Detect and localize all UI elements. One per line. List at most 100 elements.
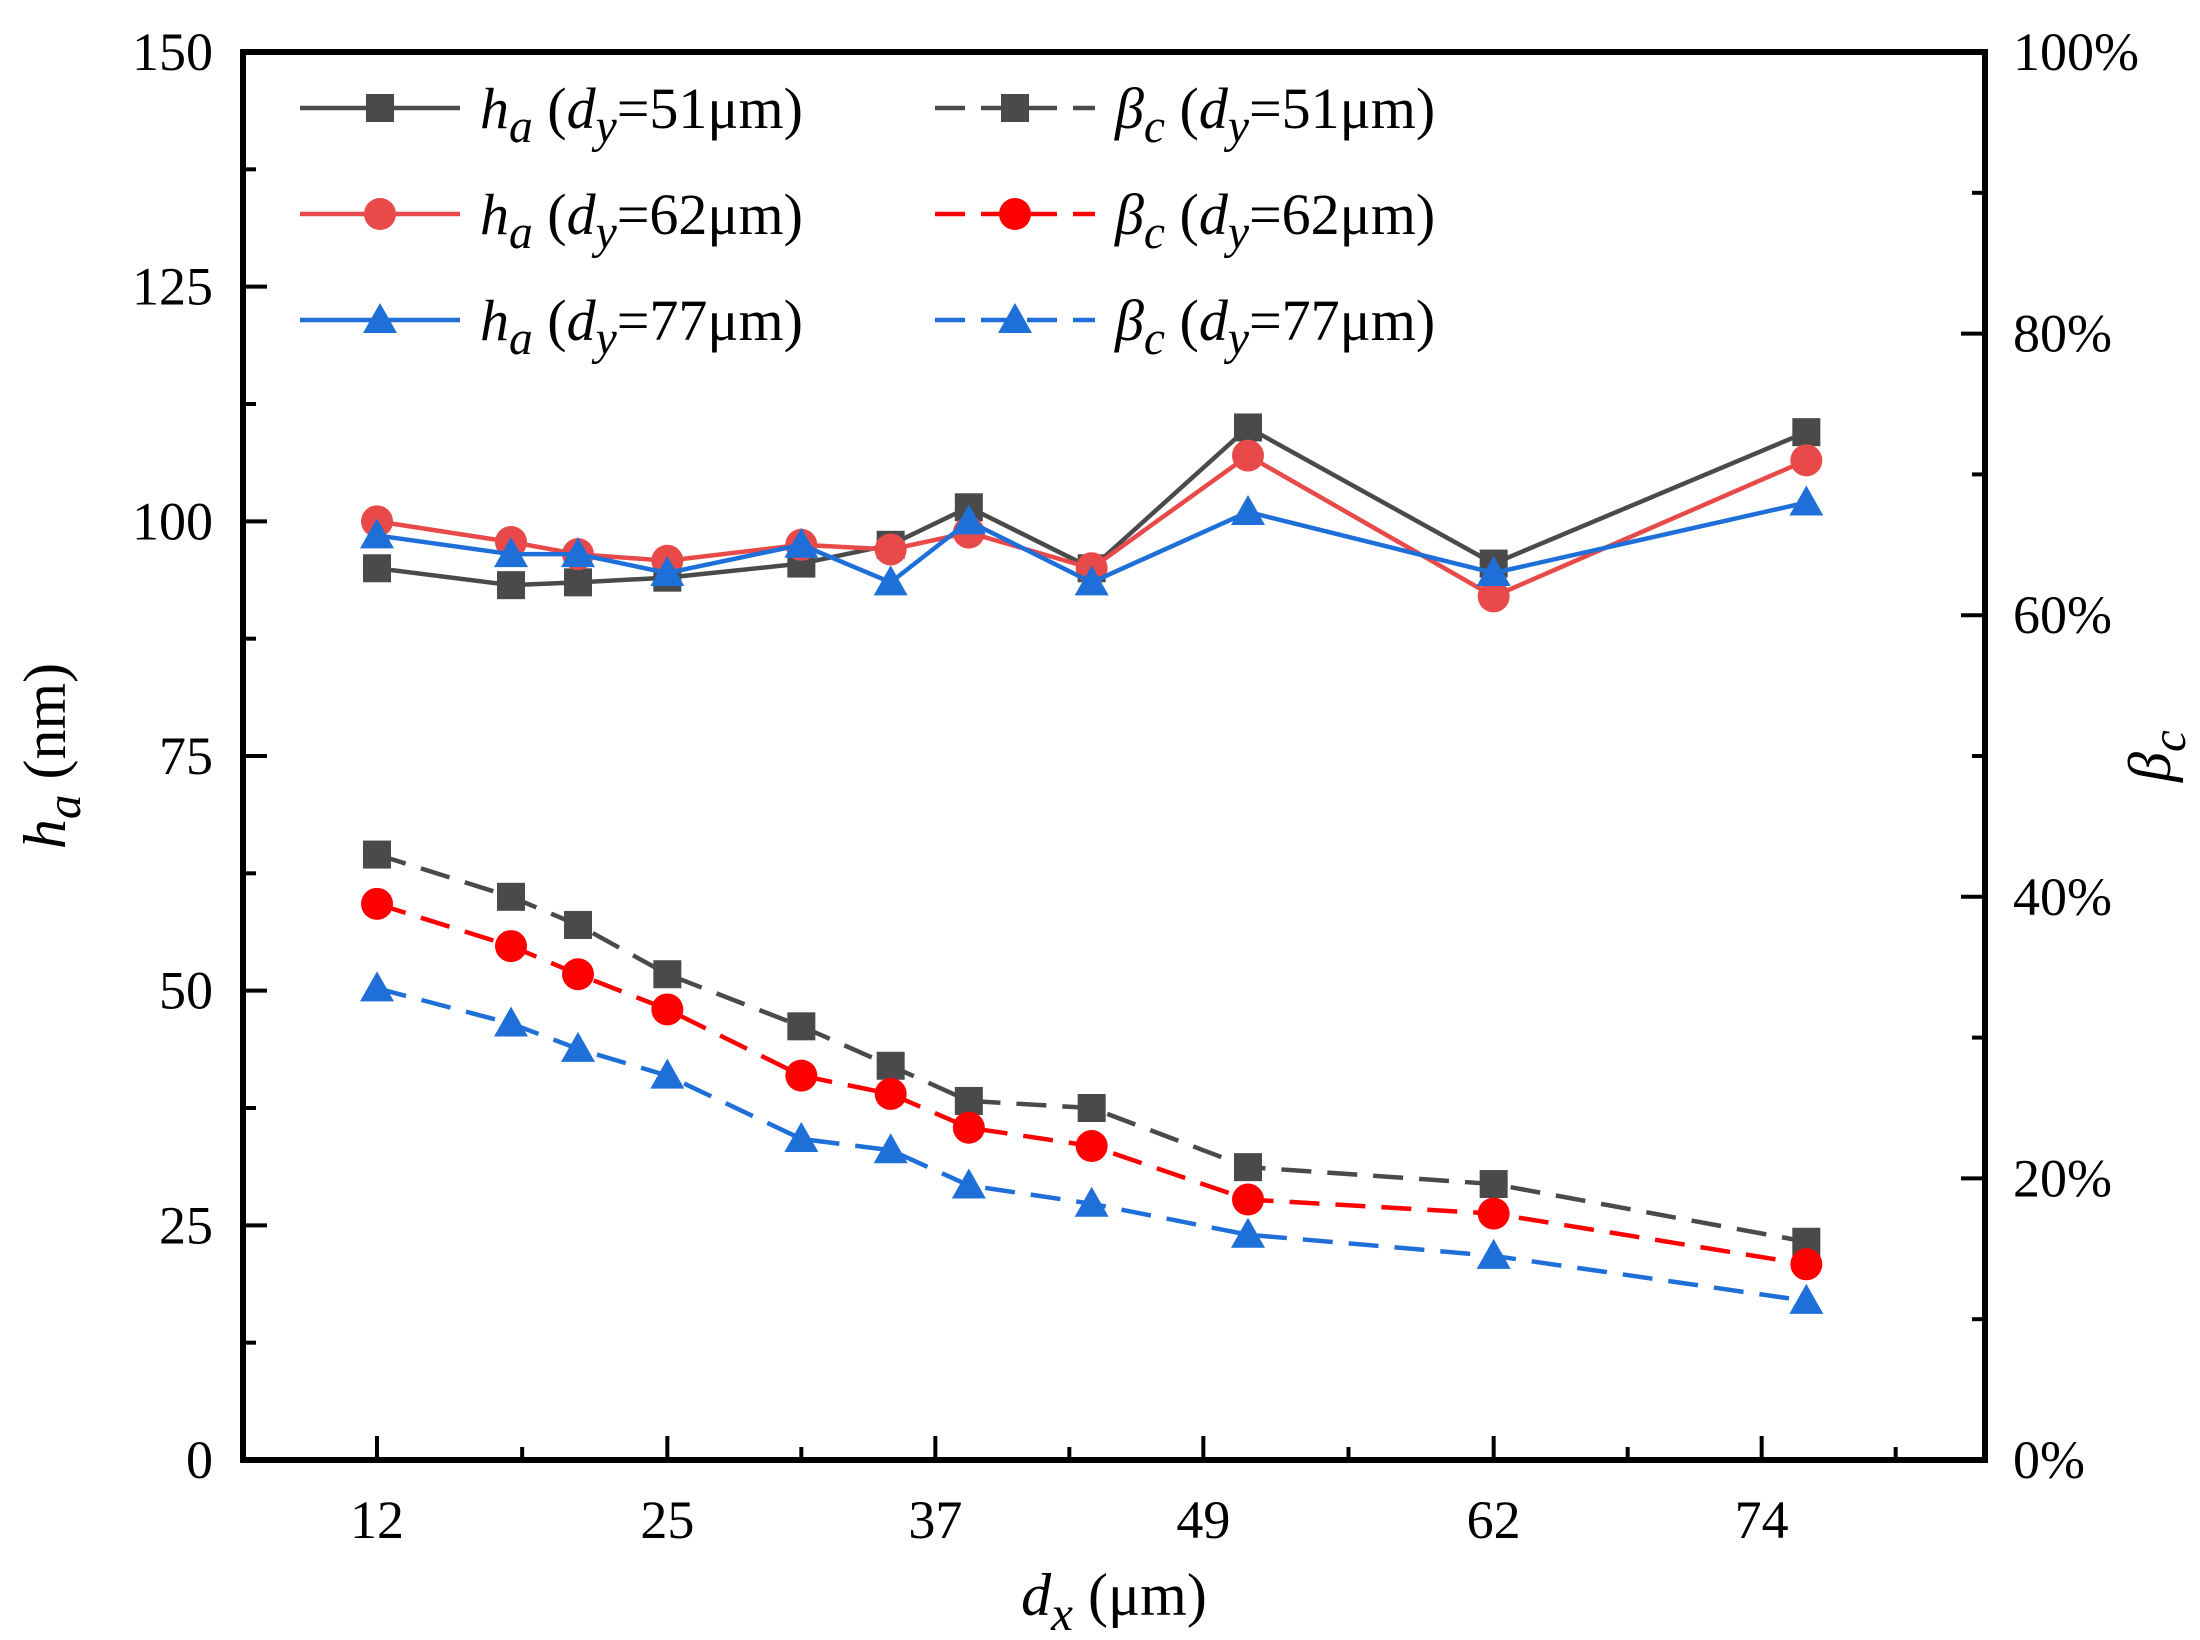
data-point: [873, 1133, 908, 1164]
legend-label: βc (dy=77μm): [1114, 288, 1435, 365]
legend-item: ha (dy=62μm): [300, 182, 803, 259]
data-point: [1479, 1170, 1508, 1199]
x-tick-label: 62: [1467, 1490, 1521, 1550]
data-point: [497, 882, 525, 911]
y-right-tick-label: 60%: [2013, 585, 2112, 645]
y-left-tick-label: 25: [159, 1195, 213, 1255]
data-point: [1792, 418, 1821, 447]
data-point: [1234, 413, 1262, 442]
legend-label: ha (dy=51μm): [480, 76, 803, 153]
data-point: [494, 1006, 528, 1037]
data-point: [1074, 565, 1109, 596]
y-left-axis-title: ha (nm): [12, 663, 91, 849]
data-point: [650, 1058, 685, 1089]
legend-item: ha (dy=51μm): [300, 76, 803, 153]
data-point: [874, 1077, 907, 1110]
data-point: [1476, 1238, 1511, 1269]
data-point: [1232, 1183, 1264, 1216]
legend-marker: [999, 198, 1031, 230]
data-point: [951, 504, 986, 535]
series-4: [363, 840, 1821, 1256]
y-left-tick-label: 150: [132, 22, 213, 82]
legend-label: ha (dy=77μm): [480, 288, 803, 365]
data-point: [494, 537, 528, 568]
data-point: [1477, 1197, 1510, 1230]
data-point: [650, 555, 685, 586]
data-point: [876, 1051, 905, 1080]
data-point: [1790, 1248, 1823, 1281]
series-3: [360, 485, 1824, 596]
data-point: [1077, 1094, 1106, 1122]
legend-marker: [364, 198, 396, 230]
data-point: [497, 571, 525, 600]
data-point: [361, 887, 393, 920]
data-point: [873, 565, 908, 596]
series-6: [360, 971, 1824, 1314]
legend-item: ha (dy=77μm): [300, 288, 803, 365]
legend-label: βc (dy=51μm): [1114, 76, 1435, 153]
data-point: [1074, 1186, 1109, 1217]
legend-marker: [1001, 94, 1029, 122]
legend-label: ha (dy=62μm): [480, 182, 803, 259]
y-right-tick-label: 20%: [2013, 1148, 2112, 1208]
legend-marker: [998, 303, 1032, 333]
data-point: [874, 533, 907, 566]
legend-item: βc (dy=77μm): [935, 288, 1435, 365]
series-5: [361, 887, 1823, 1281]
data-point: [363, 554, 391, 583]
x-tick-label: 37: [908, 1490, 962, 1550]
data-point: [360, 518, 394, 549]
data-point: [1234, 1153, 1262, 1182]
data-point: [562, 958, 594, 991]
data-point: [564, 568, 592, 597]
data-point: [360, 971, 394, 1002]
data-point: [1232, 439, 1264, 472]
data-point: [1789, 485, 1824, 516]
y-left-tick-label: 0: [186, 1430, 213, 1490]
legend-marker: [363, 303, 397, 333]
legend-label: βc (dy=62μm): [1114, 182, 1435, 259]
x-axis-title: dx (μm): [1021, 1562, 1207, 1635]
data-point: [784, 527, 819, 558]
y-right-tick-label: 0%: [2013, 1430, 2085, 1490]
legend-marker: [366, 94, 394, 122]
data-point: [561, 1031, 595, 1062]
data-point: [952, 1111, 985, 1144]
data-point: [495, 930, 527, 963]
data-point: [951, 1168, 986, 1199]
series-line: [376, 901, 1807, 1267]
y-left-tick-label: 50: [159, 961, 213, 1021]
y-left-tick-label: 100: [132, 491, 213, 551]
data-point: [363, 840, 391, 869]
data-point: [651, 993, 684, 1026]
data-point: [561, 537, 595, 568]
legend-item: βc (dy=51μm): [935, 76, 1435, 153]
data-point: [784, 1121, 819, 1152]
x-tick-label: 49: [1176, 1490, 1230, 1550]
data-point: [785, 1059, 818, 1092]
data-point: [653, 960, 682, 989]
legend-item: βc (dy=62μm): [935, 182, 1435, 259]
legend: ha (dy=51μm) ha (dy=62μm) ha (dy=77μm) βc (…: [300, 76, 1435, 365]
data-point: [1231, 494, 1265, 525]
data-point: [1075, 1130, 1108, 1163]
data-point: [1476, 555, 1511, 586]
y-right-tick-label: 40%: [2013, 867, 2112, 927]
data-point: [787, 1012, 816, 1041]
data-point: [1231, 1217, 1265, 1248]
x-tick-label: 12: [350, 1490, 404, 1550]
x-tick-label: 25: [640, 1490, 694, 1550]
y-right-tick-label: 100%: [2013, 22, 2139, 82]
y-left-tick-label: 75: [159, 726, 213, 786]
data-point: [564, 910, 592, 939]
y-right-axis-title: βc: [2117, 730, 2196, 783]
x-tick-label: 74: [1735, 1490, 1789, 1550]
series-line: [376, 986, 1807, 1304]
data-point: [1790, 444, 1823, 477]
data-point: [1477, 580, 1510, 613]
y-left-tick-label: 125: [132, 257, 213, 317]
y-right-tick-label: 80%: [2013, 304, 2112, 364]
data-point: [954, 1086, 983, 1115]
